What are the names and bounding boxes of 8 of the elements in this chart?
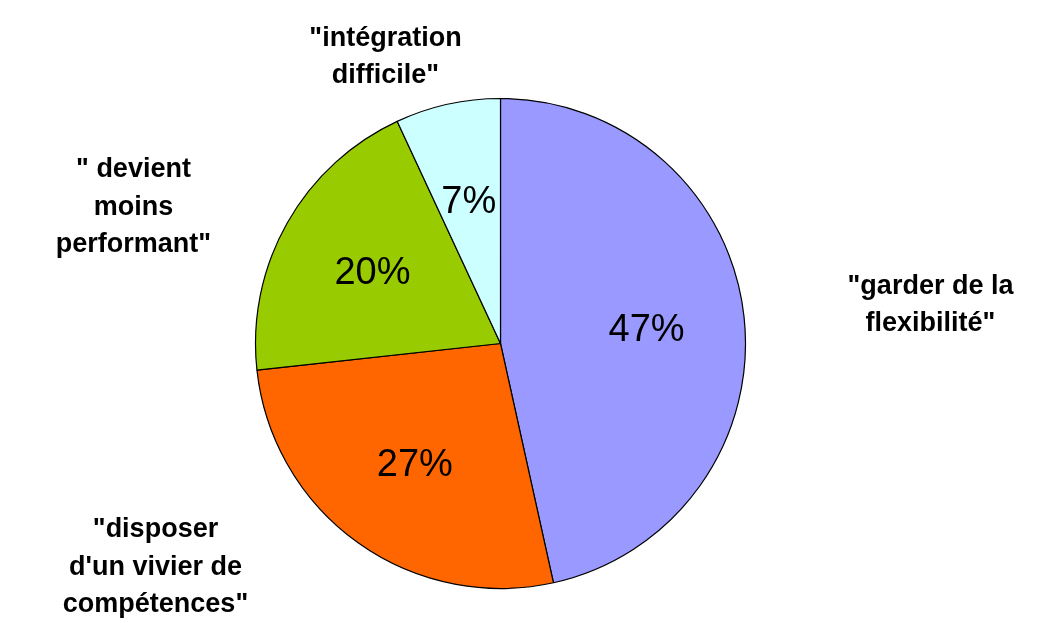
- data-label: 20%: [334, 250, 411, 293]
- data-label: 27%: [376, 441, 453, 484]
- data-label: 7%: [441, 178, 497, 221]
- slice-label: "garder de la flexibilité": [847, 269, 1015, 338]
- data-label: 47%: [608, 306, 685, 349]
- slice-label: "intégration difficile": [309, 21, 462, 90]
- slice-label: " devient moins performant": [55, 153, 212, 258]
- slice-label: "disposer d'un vivier de compétences": [62, 513, 249, 618]
